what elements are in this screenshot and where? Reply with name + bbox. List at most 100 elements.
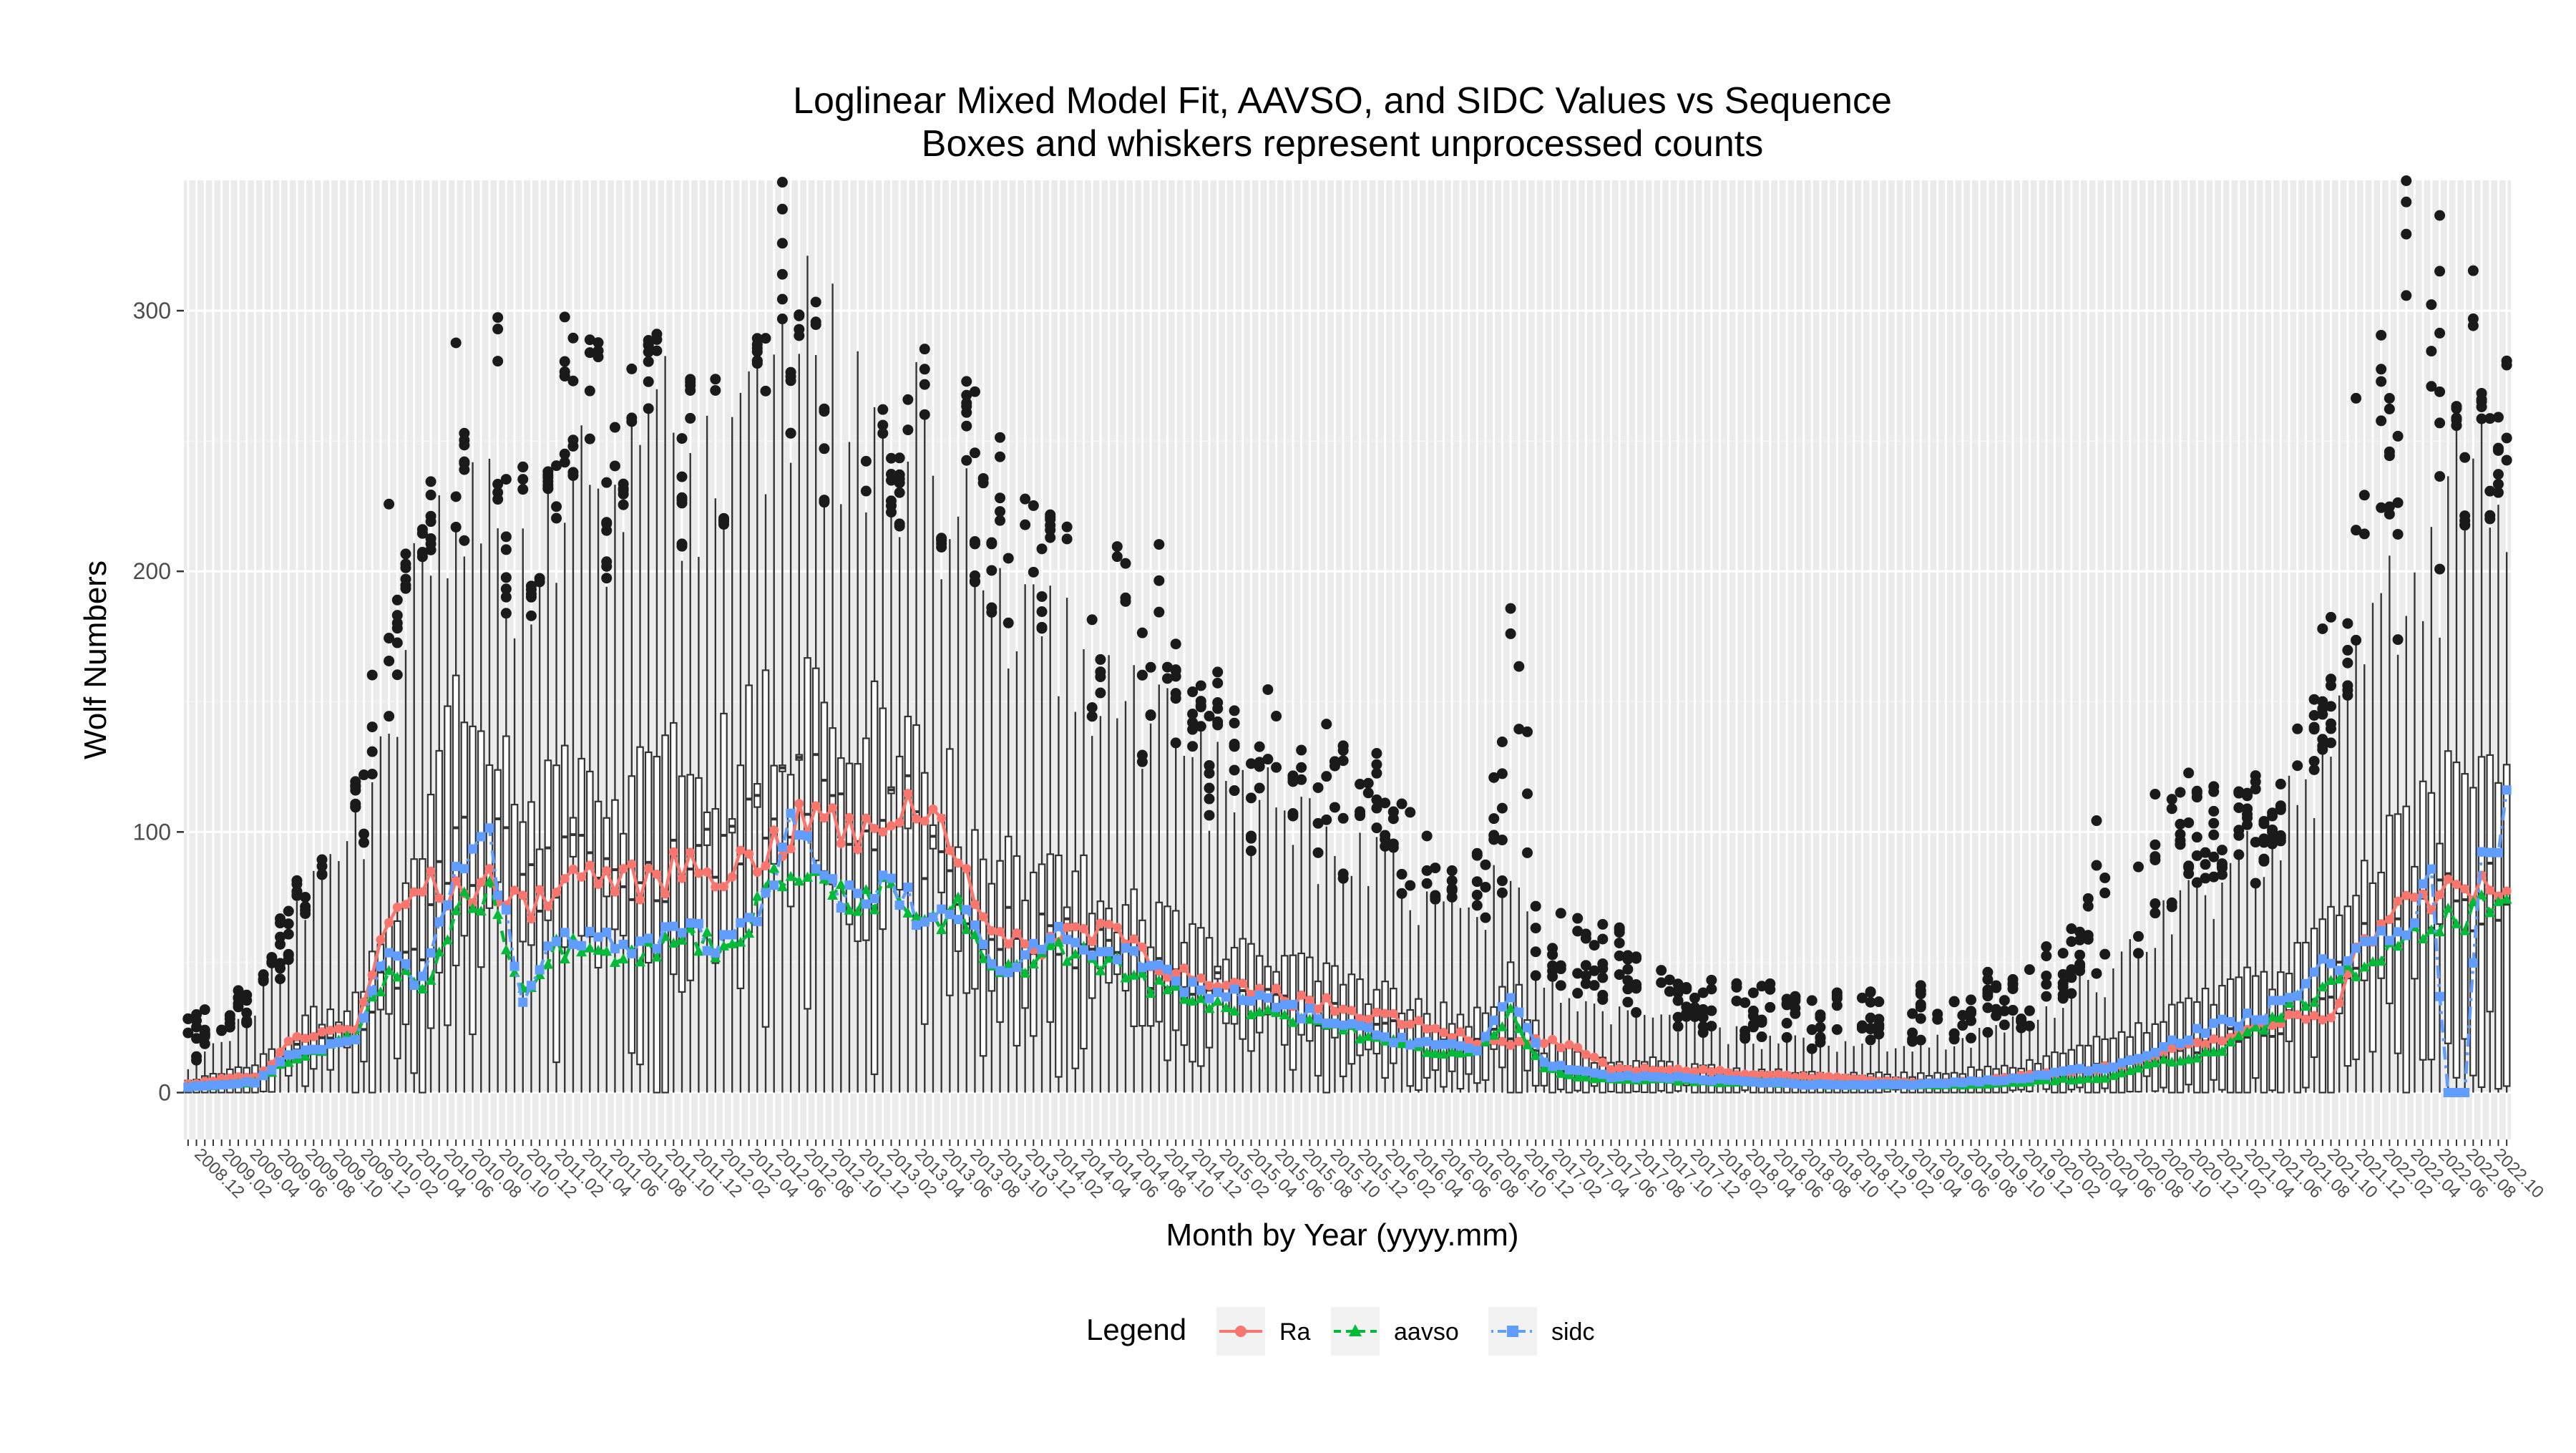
box-outlier xyxy=(2208,829,2220,840)
box-iqr xyxy=(577,757,585,937)
data-point xyxy=(2502,785,2512,795)
data-point xyxy=(1254,990,1264,1000)
box-outlier xyxy=(995,506,1006,517)
legend-label: Ra xyxy=(1279,1318,1311,1346)
box-iqr xyxy=(460,721,469,937)
box-month xyxy=(534,573,545,1093)
box-outlier xyxy=(961,389,972,401)
box-outlier xyxy=(1697,1021,1709,1032)
box-outlier xyxy=(2175,818,2186,830)
legend-title: Legend xyxy=(1086,1313,1186,1346)
box-outlier xyxy=(2233,786,2245,797)
data-point xyxy=(2192,1038,2202,1048)
box-outlier xyxy=(1513,661,1525,672)
box-outlier xyxy=(1337,873,1349,884)
box-iqr xyxy=(1347,973,1356,1065)
data-point xyxy=(652,869,662,879)
data-point xyxy=(844,880,854,890)
data-point xyxy=(1347,1019,1357,1029)
box-outlier xyxy=(500,583,512,595)
box-month xyxy=(2384,393,2395,1093)
data-point xyxy=(2016,1074,2026,1084)
box-iqr xyxy=(619,832,628,937)
data-point xyxy=(2451,918,2462,928)
data-point xyxy=(1505,1003,1516,1014)
box-outlier xyxy=(283,948,294,960)
data-point xyxy=(794,875,805,886)
box-outlier xyxy=(1036,543,1048,555)
data-point xyxy=(2008,1074,2018,1084)
data-point xyxy=(2343,956,2353,966)
box-month xyxy=(559,311,570,1093)
data-point xyxy=(576,946,587,957)
box-month xyxy=(435,495,444,1093)
box-month xyxy=(685,374,696,1093)
data-point xyxy=(1287,1016,1299,1027)
data-point xyxy=(953,858,963,868)
box-outlier xyxy=(559,457,570,468)
box-month xyxy=(626,363,638,1093)
data-point xyxy=(2325,974,2336,985)
box-outlier xyxy=(1446,875,1458,886)
data-point xyxy=(552,888,562,898)
data-point xyxy=(2142,1051,2152,1061)
box-outlier xyxy=(794,330,805,341)
box-outlier xyxy=(1187,708,1199,719)
data-point xyxy=(1489,1016,1499,1026)
data-point xyxy=(450,905,462,915)
box-month xyxy=(1212,666,1224,1093)
box-outlier xyxy=(584,334,595,346)
data-point xyxy=(2250,1021,2261,1032)
box-outlier xyxy=(1806,1043,1818,1054)
box-outlier xyxy=(2041,941,2052,953)
data-point xyxy=(1279,1009,1290,1020)
box-outlier xyxy=(1061,521,1073,533)
data-point xyxy=(1832,1072,1842,1082)
box-outlier xyxy=(1371,767,1382,779)
data-point xyxy=(2283,997,2295,1008)
box-month xyxy=(567,332,579,1093)
data-point xyxy=(701,926,713,937)
data-point xyxy=(693,918,703,928)
box-month xyxy=(2459,452,2471,1093)
data-point xyxy=(1464,1044,1474,1054)
data-point xyxy=(1455,1027,1465,1037)
box-month xyxy=(584,334,595,1093)
data-point xyxy=(1355,1033,1366,1044)
box-outlier xyxy=(986,606,997,618)
box-iqr xyxy=(2268,988,2276,1092)
data-point xyxy=(392,951,402,961)
box-outlier xyxy=(1028,500,1039,511)
data-point xyxy=(1480,1031,1491,1041)
box-outlier xyxy=(1622,963,1634,975)
data-point xyxy=(1849,1079,1859,1089)
box-iqr xyxy=(1130,888,1138,1027)
data-point xyxy=(726,938,738,948)
data-point xyxy=(1447,1039,1457,1049)
data-point xyxy=(308,1044,318,1054)
box-outlier xyxy=(1614,950,1625,961)
box-outlier xyxy=(266,956,278,968)
data-point xyxy=(1589,1052,1599,1062)
data-point xyxy=(2200,1046,2211,1056)
box-outlier xyxy=(500,608,512,619)
box-outlier xyxy=(819,403,830,414)
box-outlier xyxy=(2401,290,2412,301)
box-month xyxy=(2317,623,2328,1094)
data-point xyxy=(744,913,754,923)
data-point xyxy=(1137,963,1147,973)
box-outlier xyxy=(601,573,613,584)
data-point xyxy=(1581,1049,1591,1059)
data-point xyxy=(1514,1036,1524,1046)
data-point xyxy=(1238,978,1248,988)
data-point xyxy=(1556,1043,1566,1053)
data-point xyxy=(535,885,545,895)
data-point xyxy=(501,905,511,915)
data-point xyxy=(1087,936,1097,946)
box-outlier xyxy=(1355,779,1366,790)
data-point xyxy=(2376,956,2387,966)
box-iqr xyxy=(653,755,661,1094)
box-outlier xyxy=(2308,694,2320,705)
box-iqr xyxy=(611,799,619,930)
box-iqr xyxy=(678,775,686,993)
